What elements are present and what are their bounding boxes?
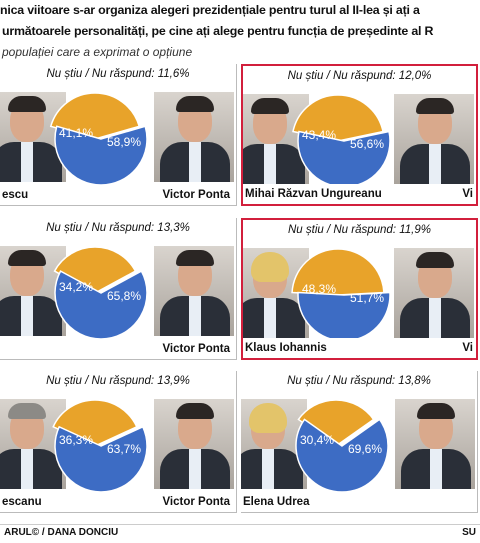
poll-panel: Nu știu / Nu răspund: 13,3% 34,2% 65,8% Vic… [0, 218, 237, 360]
no-answer-label: Nu știu / Nu răspund: 12,0% [287, 70, 432, 82]
right-candidate-name: Vi [462, 342, 473, 354]
pie-chart: 34,2% 65,8% [34, 244, 152, 342]
no-answer-label: Nu știu / Nu răspund: 11,9% [288, 224, 431, 236]
candidate-names: escanu Victor Ponta [0, 492, 236, 512]
poll-panel: Nu știu / Nu răspund: 11,6% 41,1% 58,9% esc… [0, 64, 237, 206]
poll-panel: Nu știu / Nu răspund: 13,9% 36,3% 63,7% esc… [0, 371, 237, 513]
pie-label-right-candidate: 65,8% [106, 289, 142, 303]
pie-label-right-candidate: 58,9% [106, 135, 142, 149]
candidate-names: Victor Ponta [0, 339, 236, 359]
pie-label-right-candidate: 69,6% [347, 442, 383, 456]
candidate-names: Mihai Răzvan Ungureanu Vi [243, 184, 476, 204]
title-line-2: următoarele personalități, pe cine ați a… [2, 24, 434, 38]
left-candidate-name: escanu [2, 496, 42, 508]
left-candidate-name: escu [2, 189, 29, 201]
left-candidate-name: Klaus Iohannis [245, 342, 327, 354]
candidate-names: Klaus Iohannis Vi [243, 338, 476, 358]
pie-label-left-candidate: 48,3% [301, 282, 337, 296]
right-candidate-name: Victor Ponta [162, 343, 230, 355]
left-portrait-0 [0, 92, 66, 182]
no-answer-label: Nu știu / Nu răspund: 11,6% [46, 68, 190, 80]
pie-chart: 30,4% 69,6% [275, 397, 393, 495]
pie-slice-right-candidate [54, 270, 148, 340]
right-portrait-4 [154, 399, 234, 489]
right-portrait-1 [394, 94, 474, 184]
no-answer-label: Nu știu / Nu răspund: 13,8% [287, 375, 431, 387]
footer-source: SU [462, 527, 476, 538]
footer: ARUL© / DANA DONCIU SU [0, 524, 480, 543]
no-answer-label: Nu știu / Nu răspund: 13,9% [46, 375, 190, 387]
right-portrait-2 [154, 246, 234, 336]
left-candidate-name: Mihai Răzvan Ungureanu [245, 188, 382, 200]
left-portrait-4 [0, 399, 66, 489]
right-candidate-name: Vi [462, 188, 473, 200]
subtitle: populației care a exprimat o opțiune [2, 45, 193, 59]
pie-label-right-candidate: 56,6% [349, 137, 385, 151]
pie-label-left-candidate: 36,3% [58, 433, 94, 447]
poll-panel: Nu știu / Nu răspund: 11,9% 48,3% 51,7% Kla… [241, 218, 478, 360]
pie-slice-right-candidate [54, 425, 148, 493]
header: nica viitoare s-ar organiza alegeri prez… [0, 0, 480, 64]
pie-label-right-candidate: 63,7% [106, 442, 142, 456]
pie-chart: 36,3% 63,7% [34, 397, 152, 495]
pie-label-left-candidate: 30,4% [299, 433, 335, 447]
pie-slice-left-candidate [297, 399, 375, 447]
no-answer-label: Nu știu / Nu răspund: 13,3% [46, 222, 190, 234]
pie-chart: 43,4% 56,6% [277, 92, 395, 190]
pie-label-left-candidate: 43,4% [301, 128, 337, 142]
title-line-1: nica viitoare s-ar organiza alegeri prez… [0, 3, 420, 17]
right-candidate-name: Victor Ponta [162, 189, 230, 201]
pie-label-left-candidate: 34,2% [58, 280, 94, 294]
pie-label-right-candidate: 51,7% [349, 291, 385, 305]
pie-label-left-candidate: 41,1% [58, 126, 94, 140]
pie-chart: 41,1% 58,9% [34, 90, 152, 188]
poll-panel: Nu știu / Nu răspund: 13,8% 30,4% 69,6% Ele… [241, 371, 478, 513]
right-candidate-name: Victor Ponta [162, 496, 230, 508]
right-portrait-3 [394, 248, 474, 338]
pie-slice-left-candidate [49, 92, 141, 140]
right-portrait-5 [395, 399, 475, 489]
poll-panel: Nu știu / Nu răspund: 12,0% 43,4% 56,6% Mih… [241, 64, 478, 206]
left-candidate-name: Elena Udrea [243, 496, 310, 508]
pie-slice-left-candidate [291, 248, 385, 296]
right-portrait-0 [154, 92, 234, 182]
candidate-names: escu Victor Ponta [0, 185, 236, 205]
pie-chart: 48,3% 51,7% [277, 246, 395, 344]
pie-slice-left-candidate [292, 94, 384, 142]
footer-credit: ARUL© / DANA DONCIU [4, 527, 119, 538]
pie-slice-right-candidate [54, 125, 148, 186]
pie-slice-right-candidate [295, 418, 389, 493]
candidate-names: Elena Udrea [241, 492, 477, 512]
left-portrait-3 [243, 248, 309, 338]
